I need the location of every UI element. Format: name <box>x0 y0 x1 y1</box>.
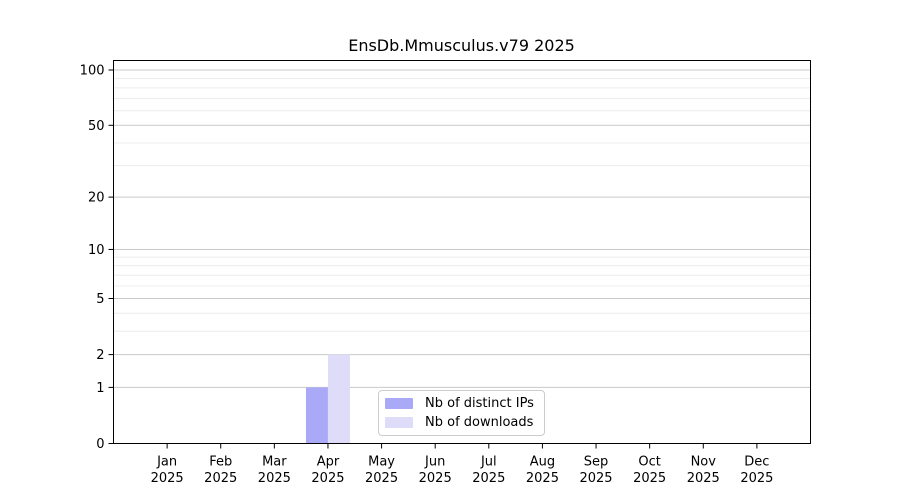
x-tick-label-month: Feb <box>209 455 232 470</box>
x-tick-label-year: 2025 <box>472 471 505 486</box>
legend-label-downloads: Nb of downloads <box>425 415 534 430</box>
x-tick-label-year: 2025 <box>311 471 344 486</box>
x-tick-label-month: Mar <box>262 455 287 470</box>
chart-title: EnsDb.Mmusculus.v79 2025 <box>348 36 575 55</box>
legend-label-distinct-ips: Nb of distinct IPs <box>425 396 534 411</box>
x-tick-label-year: 2025 <box>258 471 291 486</box>
legend-swatch-downloads <box>385 417 413 428</box>
legend-item-distinct-ips: Nb of distinct IPs <box>385 396 536 411</box>
x-tick-label-month: May <box>368 455 395 470</box>
plot-border <box>113 60 811 444</box>
x-tick-label-year: 2025 <box>579 471 612 486</box>
y-tick-label: 0 <box>96 437 104 452</box>
x-tick-label-year: 2025 <box>526 471 559 486</box>
bar-nb-of-downloads-apr <box>327 354 350 444</box>
x-tick-label-year: 2025 <box>204 471 237 486</box>
x-tick-label-month: Jul <box>480 455 497 470</box>
x-tick-label-year: 2025 <box>151 471 184 486</box>
x-tick-label-month: Apr <box>317 455 340 470</box>
x-tick-label-year: 2025 <box>687 471 720 486</box>
y-tick-label: 2 <box>96 348 104 363</box>
x-tick-label-month: Aug <box>530 455 555 470</box>
y-tick-label: 10 <box>88 243 105 258</box>
x-tick-label-month: Jun <box>424 455 445 470</box>
x-tick-label-month: Jan <box>156 455 177 470</box>
x-tick-label-month: Oct <box>638 455 660 470</box>
y-tick-label: 5 <box>96 292 104 307</box>
y-tick-label: 20 <box>88 191 105 206</box>
x-tick-label-year: 2025 <box>740 471 773 486</box>
x-tick-label-year: 2025 <box>633 471 666 486</box>
legend-item-downloads: Nb of downloads <box>385 415 536 430</box>
chart-legend: Nb of distinct IPs Nb of downloads <box>378 390 545 436</box>
y-tick-label: 50 <box>88 119 105 134</box>
y-tick-label: 100 <box>80 64 105 79</box>
x-tick-label-month: Dec <box>744 455 769 470</box>
x-tick-label-year: 2025 <box>365 471 398 486</box>
y-tick-label: 1 <box>96 381 104 396</box>
x-tick-label-month: Sep <box>584 455 609 470</box>
bar-nb-of-distinct-ips-apr <box>305 387 328 444</box>
legend-swatch-distinct-ips <box>385 398 413 409</box>
x-tick-label-year: 2025 <box>419 471 452 486</box>
x-tick-label-month: Nov <box>691 455 717 470</box>
